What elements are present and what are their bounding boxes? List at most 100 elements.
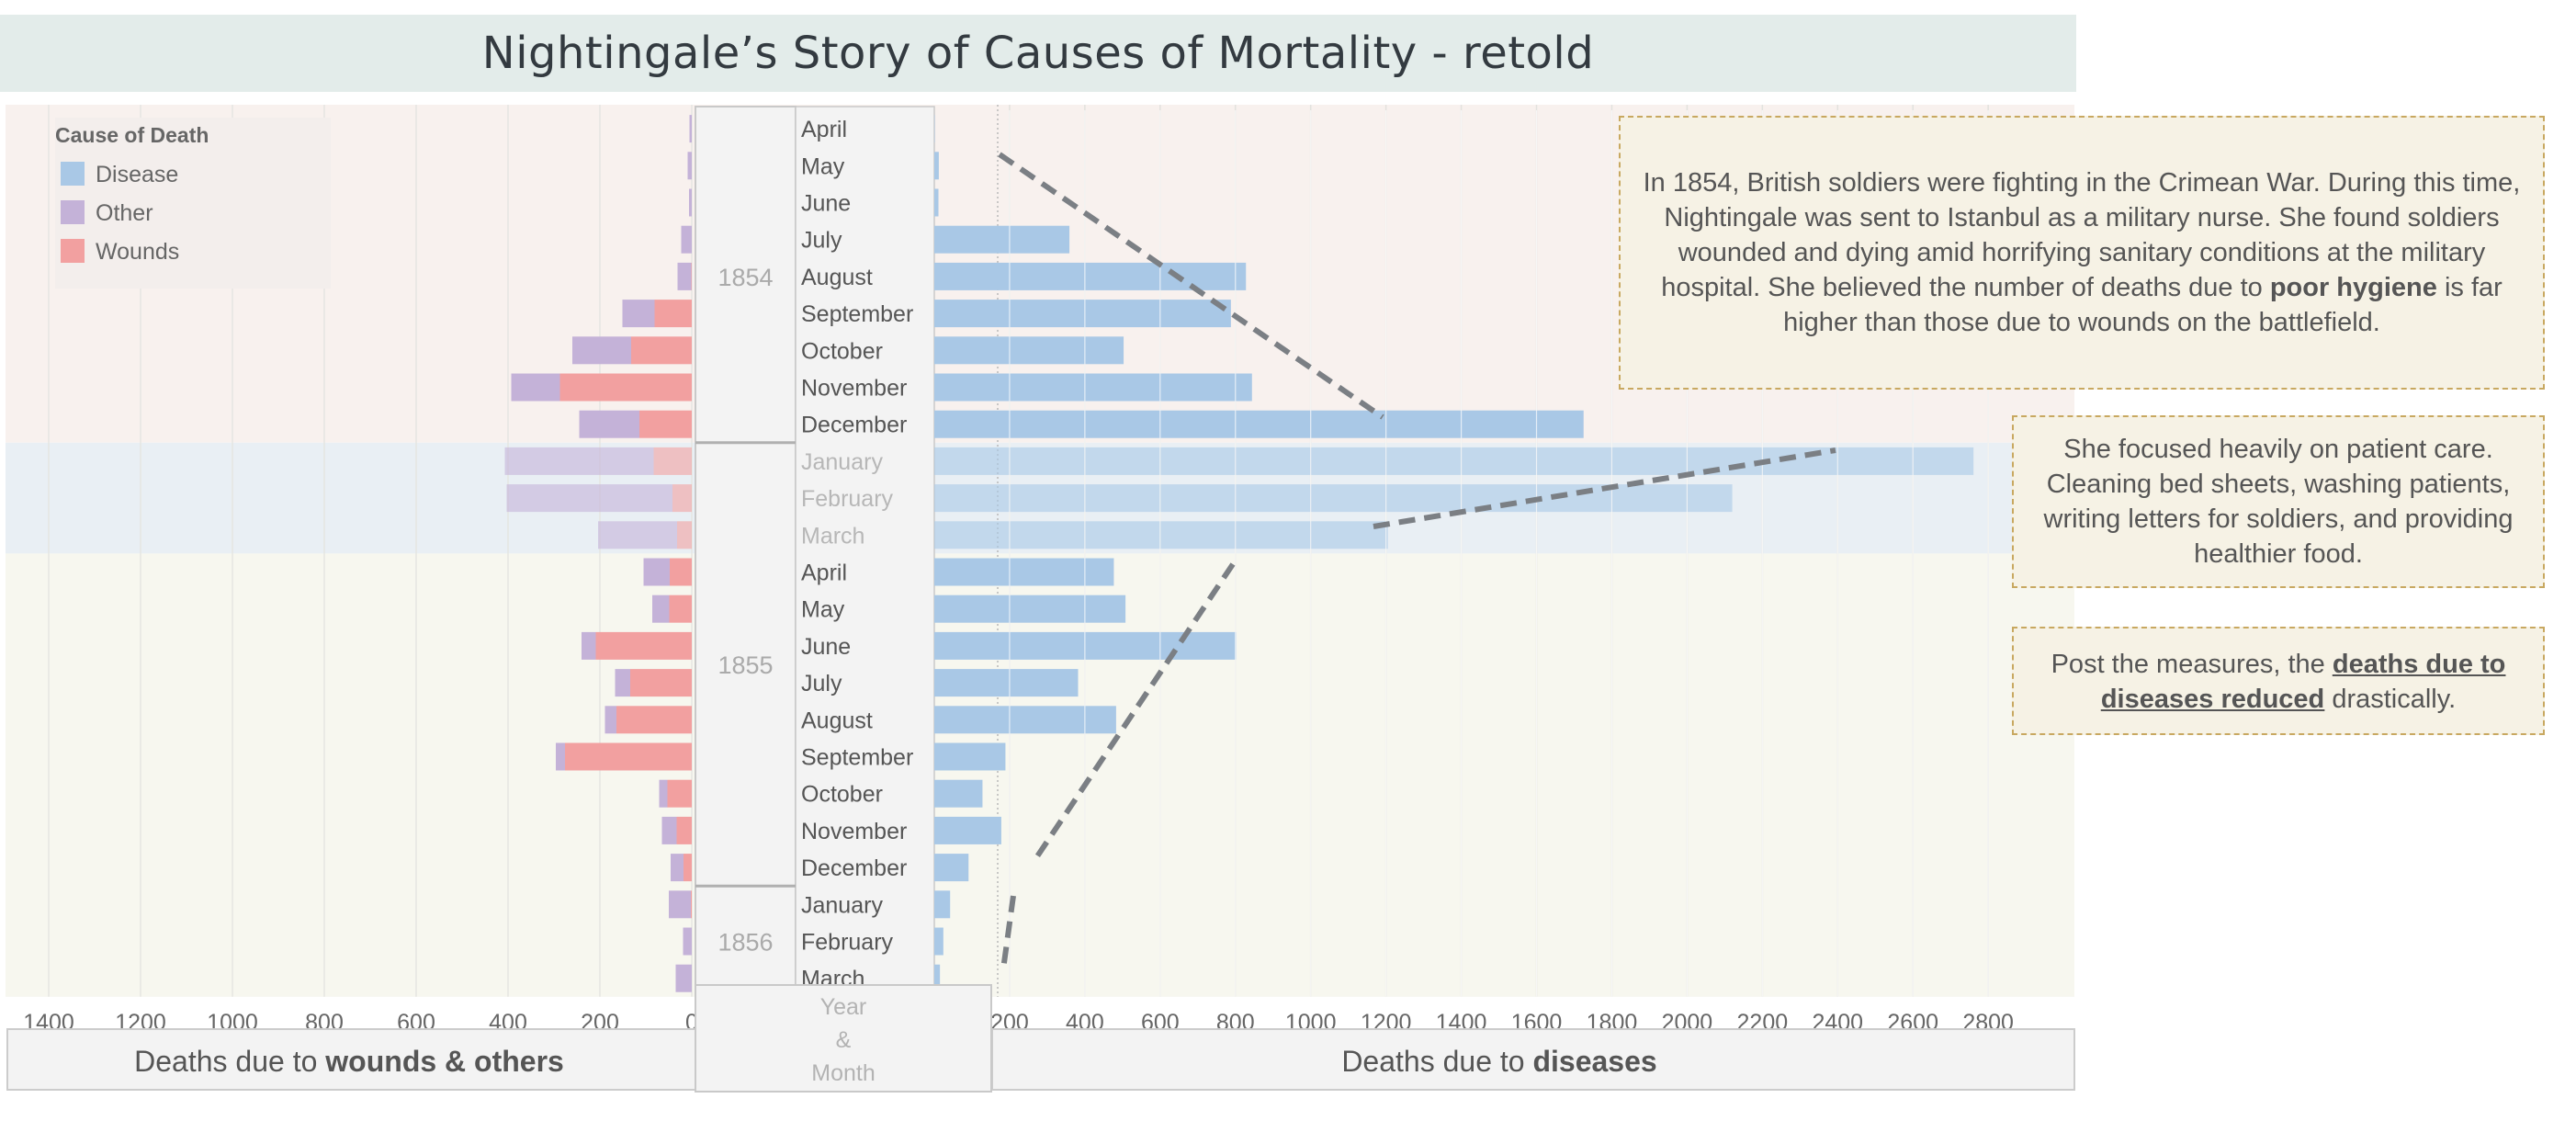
wounds-bar bbox=[631, 336, 692, 365]
left-axis-title-bold: wounds & others bbox=[324, 1045, 564, 1078]
other-bar bbox=[661, 816, 677, 844]
year-label: 1854 bbox=[717, 264, 773, 291]
other-bar bbox=[675, 964, 692, 992]
disease-bar bbox=[934, 484, 1733, 513]
year-month-header-box bbox=[695, 984, 992, 1093]
trend-line-rise bbox=[998, 152, 1384, 420]
other-bar bbox=[689, 188, 692, 217]
month-label: July bbox=[801, 671, 842, 696]
legend-label-disease: Disease bbox=[96, 162, 178, 187]
annotation-text: drastically. bbox=[2324, 685, 2457, 714]
year-label: 1855 bbox=[717, 651, 773, 679]
annotation-bold-text: deaths due to diseases reduced bbox=[2100, 650, 2506, 714]
month-label: December bbox=[801, 855, 907, 881]
wounds-bar bbox=[691, 890, 692, 919]
month-label: February bbox=[801, 486, 894, 512]
wounds-bar bbox=[669, 594, 692, 623]
right-axis-title-prefix: Deaths due to bbox=[1341, 1045, 1532, 1078]
other-bar bbox=[683, 927, 692, 956]
wounds-bar bbox=[672, 484, 692, 513]
page-title: Nightingale’s Story of Causes of Mortali… bbox=[481, 28, 1595, 79]
other-bar bbox=[582, 631, 596, 660]
wounds-bar bbox=[653, 447, 692, 475]
disease-bar bbox=[934, 594, 1126, 623]
month-label: November bbox=[801, 819, 907, 844]
wounds-bar bbox=[667, 779, 692, 808]
wounds-bar bbox=[684, 854, 692, 882]
other-bar bbox=[615, 669, 630, 697]
month-label: January bbox=[801, 449, 883, 475]
disease-bar bbox=[934, 336, 1124, 365]
month-label: September bbox=[801, 745, 913, 771]
year-month-header-line: & bbox=[836, 1027, 852, 1053]
wounds-bar bbox=[677, 521, 692, 549]
trend-line-tail bbox=[1000, 895, 1016, 970]
year-label: 1856 bbox=[717, 929, 773, 957]
legend-swatch-other bbox=[61, 200, 85, 224]
month-label: May bbox=[801, 153, 845, 179]
legend-title: Cause of Death bbox=[55, 123, 209, 147]
legend-label-other: Other bbox=[96, 200, 153, 226]
right-axis-title-bold: diseases bbox=[1532, 1045, 1656, 1078]
month-label: June bbox=[801, 191, 851, 217]
annotation-text: She focused heavily on patient care. Cle… bbox=[2043, 435, 2514, 569]
other-bar bbox=[687, 152, 692, 180]
disease-bar bbox=[934, 854, 969, 882]
other-bar bbox=[604, 706, 616, 734]
disease-bar bbox=[934, 742, 1006, 771]
disease-bar bbox=[934, 447, 1974, 475]
wounds-bar bbox=[595, 631, 692, 660]
disease-bar bbox=[934, 890, 951, 919]
annotation-text: In 1854, British soldiers were fighting … bbox=[1643, 168, 2521, 302]
disease-bar bbox=[934, 152, 939, 180]
wounds-bar bbox=[676, 816, 692, 844]
annotation-text: is far higher than those due to wounds o… bbox=[1783, 273, 2503, 337]
month-label: May bbox=[801, 597, 845, 623]
month-label: April bbox=[801, 117, 847, 142]
month-label: September bbox=[801, 301, 913, 327]
left-axis-title-prefix: Deaths due to bbox=[134, 1045, 325, 1078]
disease-bar bbox=[934, 706, 1116, 734]
title-bar: Nightingale’s Story of Causes of Mortali… bbox=[0, 15, 2076, 92]
month-label: January bbox=[801, 892, 883, 918]
disease-bar bbox=[934, 188, 939, 217]
disease-bar bbox=[934, 558, 1114, 586]
disease-bar bbox=[934, 816, 1001, 844]
right-axis-title: Deaths due to diseases bbox=[1341, 1045, 1656, 1078]
left-axis-title: Deaths due to wounds & others bbox=[134, 1045, 564, 1078]
wounds-bar bbox=[565, 742, 692, 771]
disease-bar bbox=[934, 225, 1070, 254]
trend-line-peak bbox=[1373, 447, 1836, 529]
annotation-patient-care: She focused heavily on patient care. Cle… bbox=[2012, 415, 2545, 588]
trend-line-decline bbox=[1031, 562, 1236, 864]
other-bar bbox=[622, 300, 655, 328]
other-bar bbox=[556, 742, 565, 771]
other-bar bbox=[689, 115, 692, 143]
other-bar bbox=[659, 779, 668, 808]
other-bar bbox=[511, 373, 560, 402]
disease-bar bbox=[934, 669, 1079, 697]
annotation-deaths-reduced: Post the measures, the deaths due to dis… bbox=[2012, 627, 2545, 735]
disease-bar bbox=[934, 410, 1584, 438]
wounds-bar bbox=[639, 410, 692, 438]
wounds-bar bbox=[654, 300, 692, 328]
month-label: August bbox=[801, 265, 873, 290]
month-label: June bbox=[801, 634, 851, 660]
legend-swatch-disease bbox=[61, 162, 85, 186]
other-bar bbox=[579, 410, 639, 438]
year-month-header-line: Month bbox=[811, 1060, 875, 1086]
month-label: July bbox=[801, 228, 842, 254]
disease-bar bbox=[934, 262, 1247, 290]
month-label: October bbox=[801, 338, 883, 364]
disease-bar bbox=[934, 373, 1252, 402]
disease-bar bbox=[934, 927, 943, 956]
disease-bar bbox=[934, 521, 1388, 549]
annotation-text: Post the measures, the bbox=[2051, 650, 2333, 679]
background-band-1855-1856 bbox=[6, 553, 2074, 997]
annotation-crimean-war: In 1854, British soldiers were fighting … bbox=[1619, 116, 2545, 390]
legend-label-wounds: Wounds bbox=[96, 239, 179, 265]
right-axis-title-box bbox=[991, 1028, 2075, 1091]
month-column bbox=[795, 106, 935, 998]
legend-swatch-wounds bbox=[61, 239, 85, 263]
disease-bar bbox=[934, 300, 1231, 328]
